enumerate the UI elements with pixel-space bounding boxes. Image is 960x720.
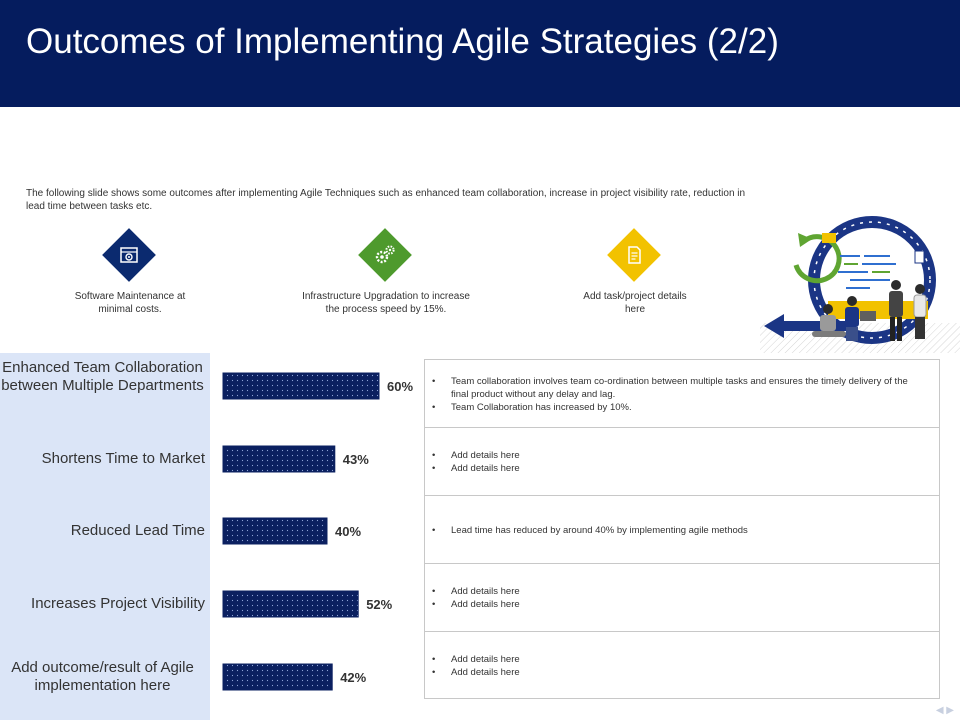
title-bar: Outcomes of Implementing Agile Strategie… [0,0,960,107]
details-table: Team collaboration involves team co-ordi… [424,359,940,699]
outcome-label-add-outcome: Add outcome/result of Agile implementati… [11,659,194,694]
slide-nav[interactable]: ◀ ▶ [936,705,954,716]
outcome-label-panel [0,353,210,720]
outcome-label-lead-time: Reduced Lead Time [70,522,205,539]
document-icon [628,246,641,264]
detail-row: Team collaboration involves team co-ordi… [425,360,939,428]
bar-value-label-2: 40% [335,524,361,539]
detail-bullet: Team Collaboration has increased by 10%. [432,401,919,414]
detail-bullet: Add details here [432,585,919,598]
outcome-label-collaboration: Enhanced Team Collaboration between Mult… [1,359,204,394]
page-title: Outcomes of Implementing Agile Strategie… [26,22,779,61]
outcome-label-time-to-market: Shortens Time to Market [41,450,205,467]
bar-2 [222,517,328,545]
next-arrow-icon[interactable]: ▶ [946,705,954,716]
feature-add-task: Add task/project details here [575,228,695,316]
detail-bullet: Add details here [432,598,919,611]
team-illustration [760,216,960,353]
gantt-bars [838,255,896,289]
bar-value-label-3: 52% [366,597,392,612]
bar-1 [222,445,336,473]
monitor-icon [822,233,836,243]
cycle-arrow-icon [793,234,842,284]
feature-label: Software Maintenance at minimal costs. [74,291,186,315]
gears-icon [375,245,395,264]
people-figures [812,280,927,341]
bar-4 [222,663,333,691]
detail-bullet: Lead time has reduced by around 40% by i… [432,524,919,537]
detail-row: Lead time has reduced by around 40% by i… [425,496,939,564]
feature-infrastructure: Infrastructure Upgradation to increase t… [296,228,476,316]
detail-bullet: Add details here [432,653,919,666]
intro-text: The following slide shows some outcomes … [26,188,746,212]
detail-row: Add details here Add details here [425,632,939,700]
feature-label: Add task/project details here [583,291,687,315]
prev-arrow-icon[interactable]: ◀ [935,705,944,716]
detail-row: Add details here Add details here [425,428,939,496]
feature-software-maintenance: Software Maintenance at minimal costs. [70,228,190,316]
feature-label: Infrastructure Upgradation to increase t… [302,291,470,315]
detail-bullet: Add details here [432,666,919,679]
left-arrow-icon [764,314,848,338]
bar-value-label-4: 42% [340,670,366,685]
detail-bullet: Add details here [432,449,919,462]
detail-row: Add details here Add details here [425,564,939,632]
yellow-bench [828,301,928,319]
gear-document-icon [120,247,138,263]
bar-0 [222,372,380,400]
bar-value-label-1: 43% [343,452,369,467]
outcome-label-visibility: Increases Project Visibility [31,595,205,612]
outcome-bar-chart: 60% 43% 40% 52% 42% [222,372,413,691]
detail-bullet: Add details here [432,462,919,475]
detail-bullet: Team collaboration involves team co-ordi… [432,375,919,401]
bar-3 [222,590,359,618]
bar-value-label-0: 60% [387,379,413,394]
